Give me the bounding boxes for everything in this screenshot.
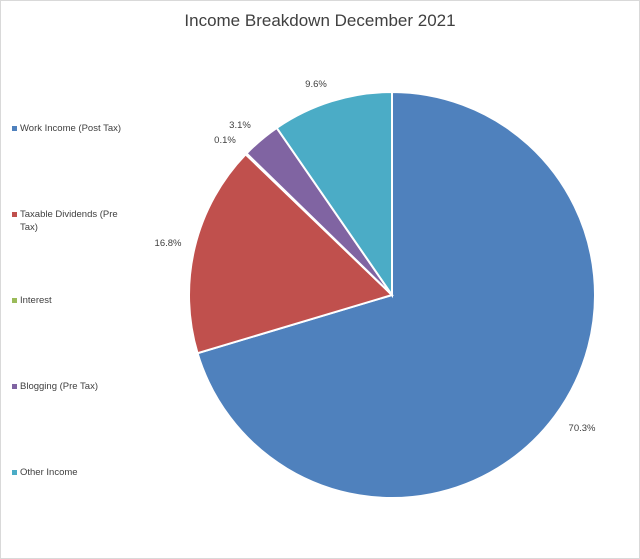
data-label-1: 16.8% [155, 238, 182, 249]
data-label-3: 3.1% [229, 120, 251, 131]
legend-label-0: Work Income (Post Tax) [20, 123, 121, 134]
legend-swatch-1 [12, 212, 17, 217]
legend-label-1: Taxable Dividends (Pre Tax) [20, 209, 118, 233]
legend: Work Income (Post Tax) Taxable Dividends … [12, 123, 121, 478]
data-labels: 70.3% 16.8% 0.1% 3.1% 9.6% [155, 79, 596, 434]
pie-slice-0 [196, 90, 597, 499]
pie-slices [188, 90, 597, 499]
data-label-2: 0.1% [214, 135, 236, 146]
legend-swatch-0 [12, 126, 17, 131]
legend-swatch-3 [12, 384, 17, 389]
legend-swatch-2 [12, 298, 17, 303]
pie-slice-1 [188, 152, 394, 355]
legend-label-3: Blogging (Pre Tax) [20, 381, 98, 392]
data-label-4: 9.6% [305, 79, 327, 90]
legend-swatch-4 [12, 470, 17, 475]
pie-slice-4 [275, 90, 393, 299]
legend-label-4: Other Income [20, 467, 78, 478]
legend-label-2: Interest [20, 295, 52, 306]
chart-title: Income Breakdown December 2021 [184, 11, 455, 30]
data-label-0: 70.3% [569, 423, 596, 434]
